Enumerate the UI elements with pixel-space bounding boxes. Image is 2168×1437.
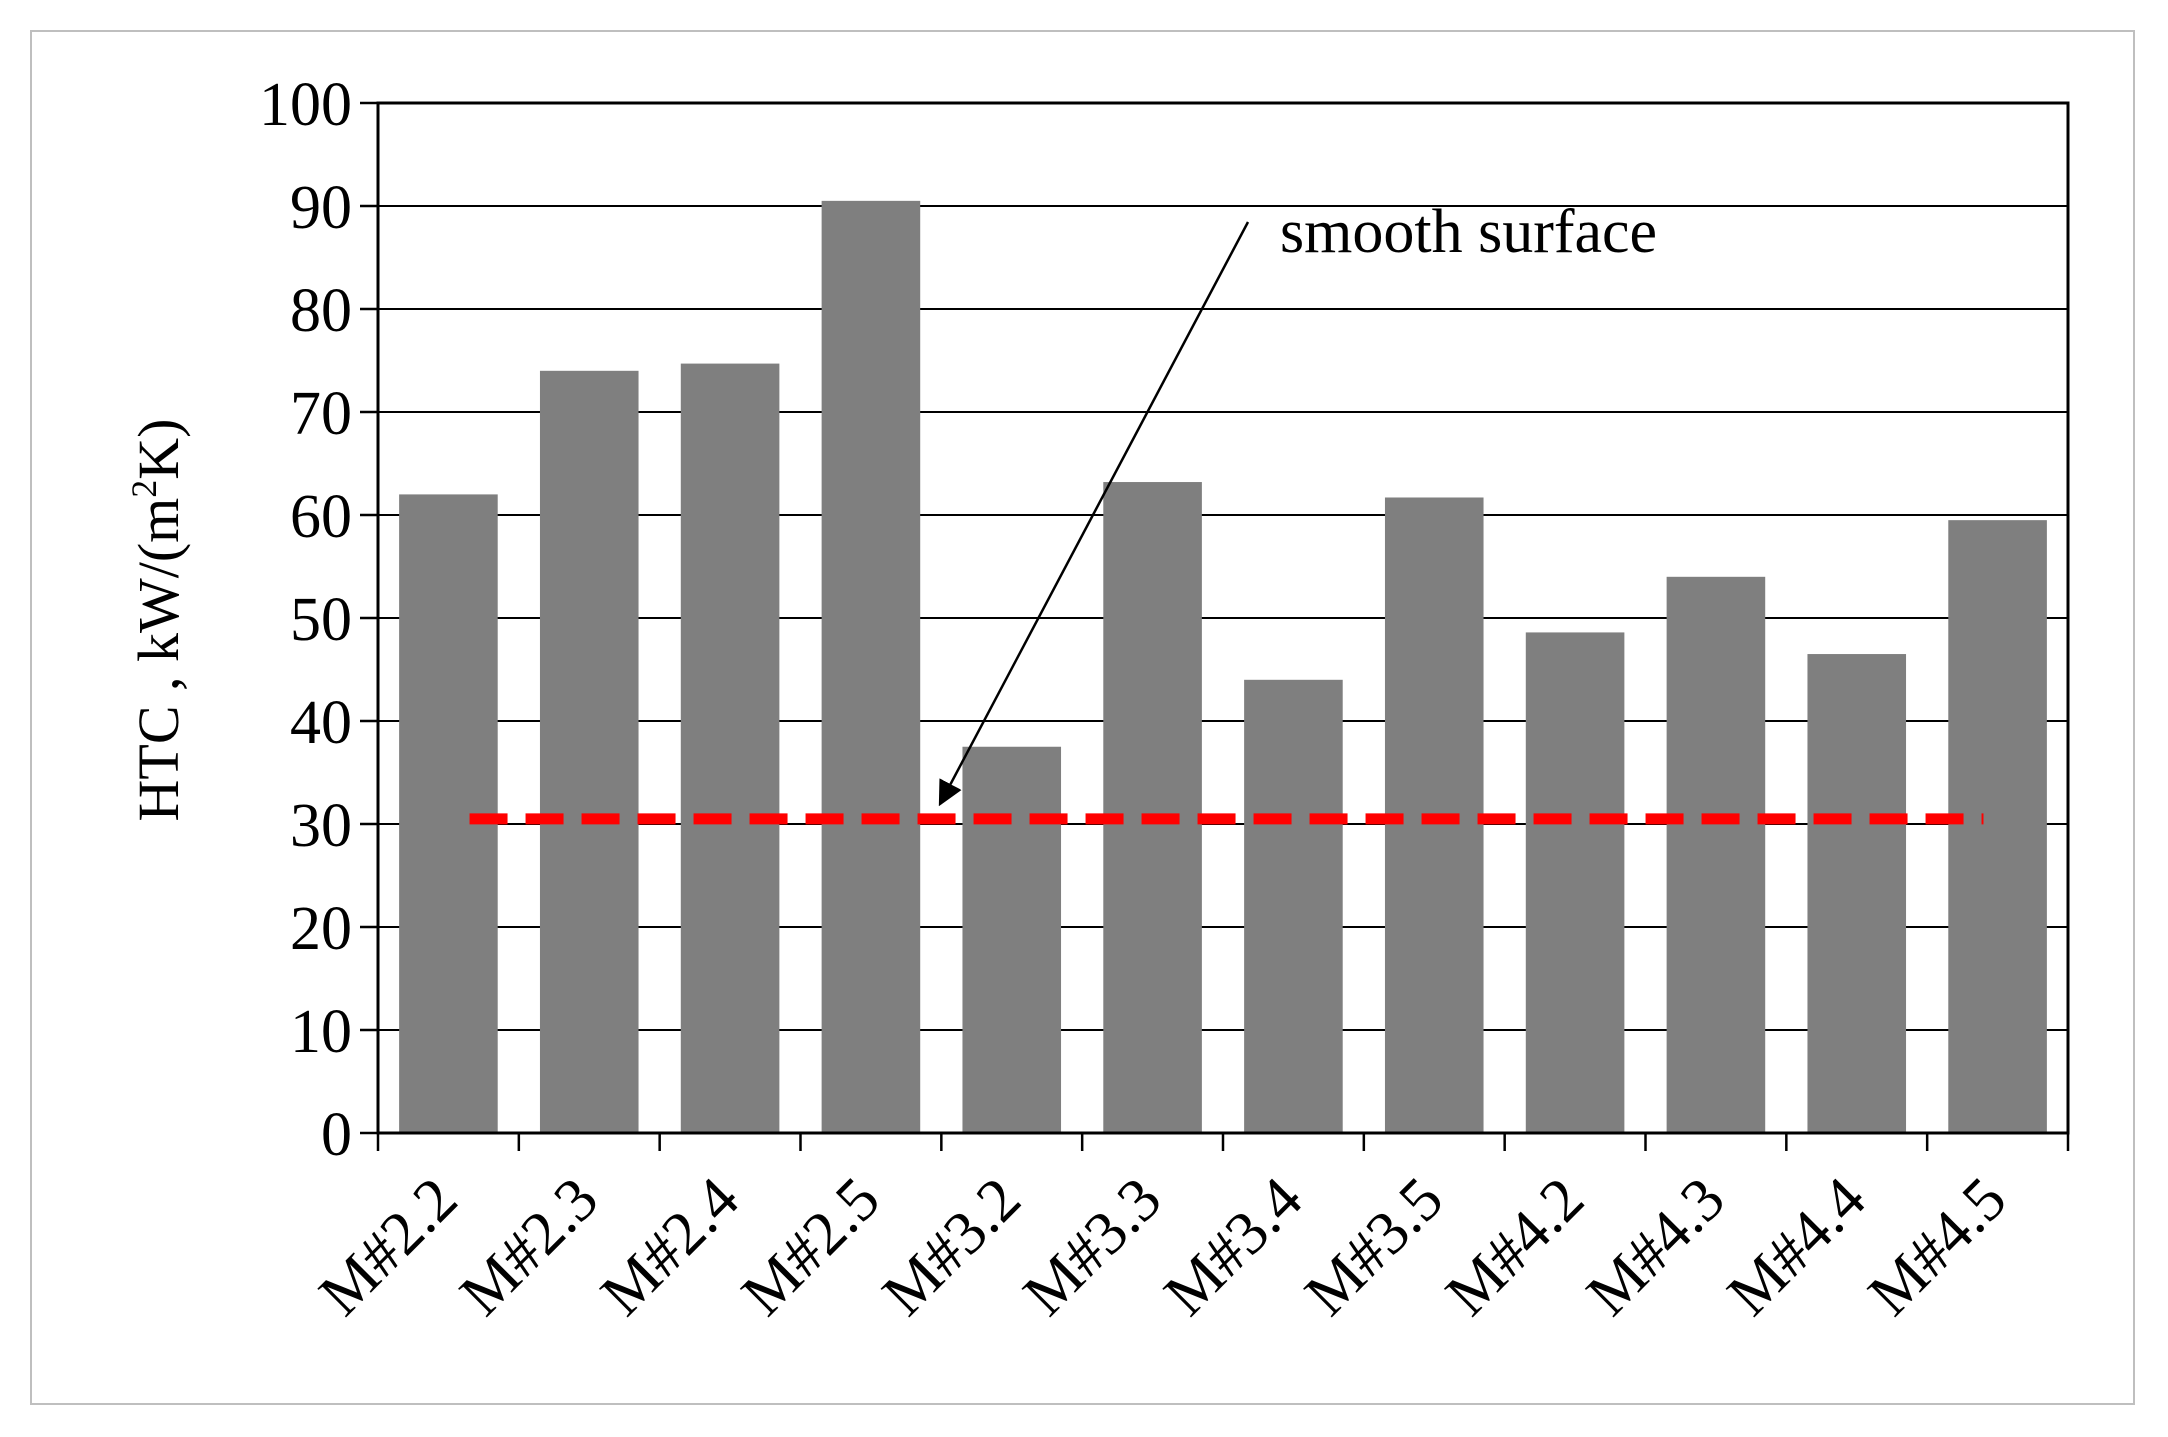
bar-m25	[821, 200, 921, 1134]
axes	[360, 101, 2070, 1151]
x-tick-label: M#4.4	[1715, 1165, 1879, 1329]
y-axis-title: HTC , kW/(m2K)	[124, 419, 191, 822]
y-tick-label: 40	[290, 689, 352, 757]
bar-m42	[1525, 632, 1625, 1133]
y-tick-label: 90	[290, 174, 352, 242]
bar-m45	[1948, 520, 2047, 1133]
x-tick-label: M#3.2	[870, 1165, 1034, 1329]
y-tick-label: 30	[290, 792, 352, 860]
y-tick-label: 100	[259, 71, 352, 139]
chart-frame	[30, 30, 2135, 1405]
x-tick-labels: M#2.2M#2.3M#2.4M#2.5M#3.2M#3.3M#3.4M#3.5…	[307, 1165, 2020, 1329]
bar-m34	[1244, 679, 1343, 1133]
smooth-surface-annotation: smooth surface	[1280, 198, 1657, 266]
bar-m43	[1666, 576, 1766, 1133]
y-tick-label: 50	[290, 586, 352, 654]
annotation-arrow	[938, 221, 1250, 807]
y-tick-label: 60	[290, 483, 352, 551]
x-tick-label: M#3.3	[1011, 1165, 1175, 1329]
x-tick-label: M#3.4	[1152, 1165, 1316, 1329]
x-tick-label: M#4.2	[1433, 1165, 1597, 1329]
bar-m23	[539, 370, 639, 1133]
bars	[399, 200, 2047, 1134]
y-tick-label: 70	[290, 380, 352, 448]
bar-m24	[680, 363, 780, 1134]
bar-m32	[962, 746, 1062, 1133]
x-tick-label: M#4.5	[1856, 1165, 2020, 1329]
bar-m44	[1807, 654, 1907, 1133]
x-tick-label: M#2.5	[729, 1165, 893, 1329]
x-tick-label: M#2.2	[307, 1165, 471, 1329]
y-tick-labels: 0 10 20 30 40 50 60 70 80 90 100	[259, 71, 352, 1169]
y-tick-label: 20	[290, 895, 352, 963]
x-tick-label: M#2.4	[588, 1165, 752, 1329]
bar-m33	[1103, 482, 1202, 1133]
y-tick-label: 0	[321, 1101, 352, 1169]
x-tick-label: M#2.3	[447, 1165, 611, 1329]
x-tick-label: M#4.3	[1574, 1165, 1738, 1329]
y-tick-label: 80	[290, 277, 352, 345]
x-tick-label: M#3.5	[1292, 1165, 1456, 1329]
y-tick-label: 10	[290, 998, 352, 1066]
